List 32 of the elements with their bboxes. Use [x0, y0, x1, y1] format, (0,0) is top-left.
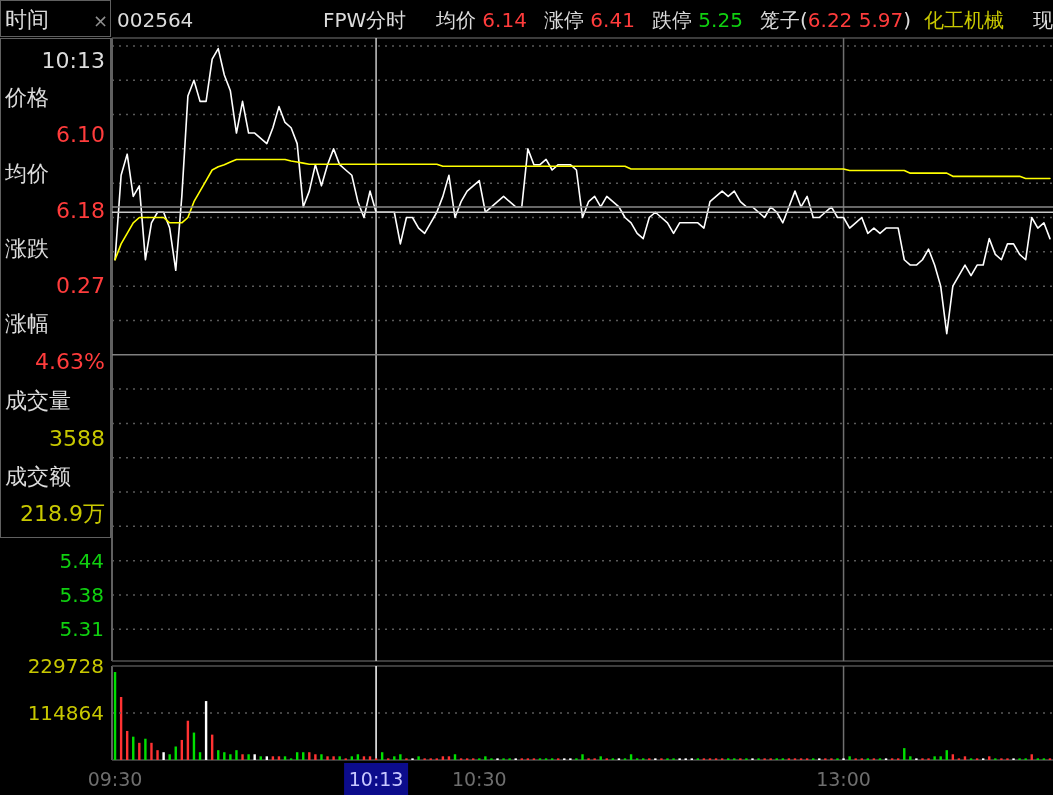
text: 0.27: [56, 273, 105, 298]
y-tick-label: 114864: [27, 701, 104, 725]
x-tick-label: 13:00: [816, 768, 871, 790]
text: 002564: [117, 8, 194, 32]
x-tick-label: 09:30: [87, 768, 143, 790]
text: 涨幅: [5, 311, 49, 336]
text: 6.18: [56, 198, 105, 223]
text: 10:13: [41, 48, 105, 73]
text: 4.63%: [35, 349, 105, 374]
text: 现: [1033, 8, 1053, 32]
x-tick-label: 10:13: [348, 768, 404, 790]
text: 价格: [4, 85, 49, 110]
text: 3588: [49, 426, 105, 451]
text: 均价 6.14: [435, 8, 527, 32]
text: 时间: [5, 7, 49, 32]
text: 跌停 5.25: [652, 8, 743, 32]
text: 成交量: [5, 388, 71, 413]
text: 均价: [4, 161, 49, 186]
text: 涨跌: [5, 236, 49, 261]
text: 218.9万: [20, 501, 105, 526]
text: 6.10: [56, 122, 105, 147]
y-tick-label: 5.44: [59, 548, 104, 573]
y-tick-label: 229728: [27, 654, 104, 678]
text: FPW分时: [323, 8, 407, 32]
text: ×: [93, 10, 109, 31]
y-tick-label: 5.38: [59, 583, 104, 607]
text: 成交额: [5, 464, 71, 489]
text: 涨停 6.41: [544, 8, 635, 32]
y-tick-label: 5.31: [59, 617, 104, 642]
x-tick-label: 10:30: [451, 768, 507, 790]
text: 笼子(6.22 5.97): [760, 8, 912, 32]
text: 化工机械: [924, 8, 1004, 32]
